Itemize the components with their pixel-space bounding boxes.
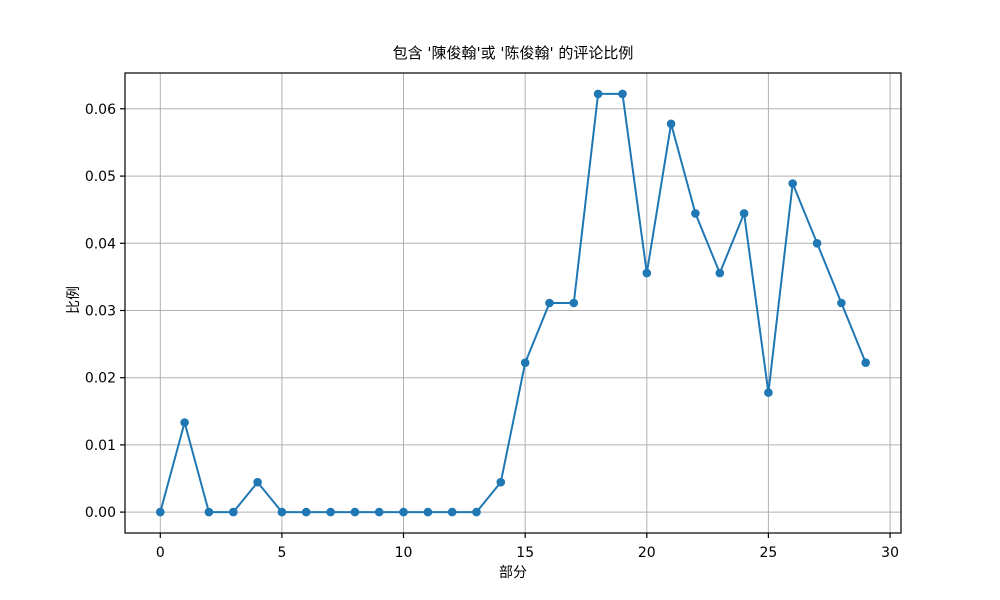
svg-text:0.02: 0.02: [85, 371, 116, 387]
svg-text:5: 5: [277, 545, 286, 561]
svg-text:0.01: 0.01: [85, 438, 116, 454]
svg-text:25: 25: [759, 545, 777, 561]
chart-title: 包含 '陳俊翰'或 '陈俊翰' 的评论比例: [392, 44, 634, 62]
svg-text:15: 15: [516, 545, 534, 561]
x-axis-label: 部分: [499, 565, 527, 581]
svg-text:30: 30: [881, 545, 899, 561]
svg-text:0.00: 0.00: [85, 505, 116, 521]
svg-text:0.06: 0.06: [85, 102, 116, 118]
svg-text:0: 0: [156, 545, 165, 561]
svg-text:0.03: 0.03: [85, 304, 116, 320]
svg-text:0.05: 0.05: [85, 169, 116, 185]
y-axis-label: 比例: [66, 286, 82, 314]
svg-text:0.04: 0.04: [85, 236, 116, 252]
svg-text:10: 10: [395, 545, 413, 561]
svg-text:20: 20: [638, 545, 656, 561]
